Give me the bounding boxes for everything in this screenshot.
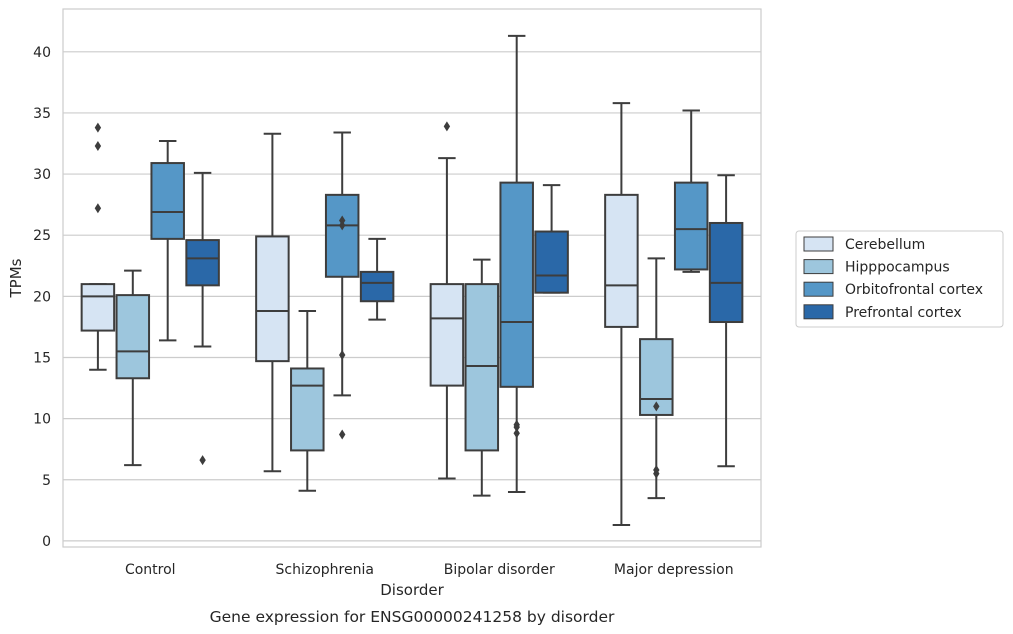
box-plots — [80, 34, 744, 526]
x-tick-label: Schizophrenia — [276, 562, 374, 578]
outlier-point — [199, 455, 206, 466]
box-group — [185, 171, 220, 466]
box-group — [80, 122, 116, 371]
y-tick-label: 25 — [33, 228, 51, 244]
box-group — [290, 310, 325, 492]
legend-label: Hipppocampus — [845, 260, 950, 276]
x-axis-ticks: Control Schizophrenia Bipolar disorder Majo… — [125, 562, 734, 578]
outlier-point — [653, 464, 660, 475]
x-tick-label: Bipolar disorder — [444, 562, 555, 578]
box — [185, 239, 220, 287]
outlier-point — [513, 428, 520, 439]
plot-area-frame — [62, 8, 762, 548]
x-tick-label: Major depression — [614, 562, 734, 578]
legend-swatch — [803, 236, 834, 252]
y-tick-label: 15 — [33, 350, 51, 366]
outlier-point — [94, 140, 102, 151]
box — [639, 338, 674, 416]
outlier-point — [339, 215, 346, 226]
box-group — [255, 132, 290, 473]
box-group — [708, 174, 744, 468]
box-group — [499, 34, 534, 493]
box-group — [534, 184, 569, 294]
box — [80, 283, 116, 332]
x-tick-label: Control — [125, 562, 176, 578]
box-group — [604, 102, 639, 526]
y-tick-label: 20 — [33, 289, 51, 305]
chart-title: Gene expression for ENSG00000241258 by d… — [210, 608, 615, 626]
outlier-point — [653, 401, 660, 412]
box — [290, 367, 325, 452]
legend-swatch — [803, 281, 834, 297]
box — [115, 294, 151, 380]
x-axis-label: Disorder — [380, 581, 444, 599]
box — [673, 181, 709, 271]
box-group — [150, 140, 185, 342]
box — [499, 181, 534, 388]
legend-swatch — [803, 304, 834, 320]
y-tick-label: 0 — [42, 534, 51, 550]
box — [429, 283, 465, 387]
legend: Cerebellum Hipppocampus Orbitofrontal cort… — [795, 230, 1004, 328]
legend-label: Prefrontal cortex — [845, 305, 962, 321]
y-tick-label: 10 — [33, 412, 51, 428]
box-group — [464, 258, 500, 497]
box — [150, 162, 185, 240]
box — [324, 193, 360, 278]
box — [255, 235, 290, 363]
legend-frame — [795, 230, 1004, 328]
outlier-point — [443, 121, 451, 132]
box-group — [639, 257, 674, 500]
box-group — [359, 237, 395, 321]
box-group — [324, 131, 360, 440]
y-tick-label: 30 — [33, 167, 51, 183]
outlier-point — [339, 350, 346, 361]
y-axis-label: TPMs — [7, 258, 25, 298]
y-tick-label: 5 — [42, 473, 51, 489]
box-group — [115, 269, 151, 467]
legend-swatch — [803, 259, 834, 275]
outlier-point — [94, 122, 102, 133]
outlier-point — [339, 429, 346, 440]
legend-label: Orbitofrontal cortex — [845, 282, 983, 298]
y-tick-label: 35 — [33, 106, 51, 122]
box-group — [673, 109, 709, 273]
box — [534, 230, 569, 294]
legend-label: Cerebellum — [845, 237, 925, 253]
box — [359, 270, 395, 303]
box — [604, 193, 639, 328]
box — [464, 283, 500, 452]
box-group — [429, 121, 465, 480]
y-tick-label: 40 — [33, 45, 51, 61]
y-axis-ticks: 0 5 10 15 20 25 30 35 40 — [33, 45, 51, 550]
outlier-point — [513, 419, 520, 430]
outlier-point — [94, 203, 102, 214]
box — [708, 221, 744, 324]
